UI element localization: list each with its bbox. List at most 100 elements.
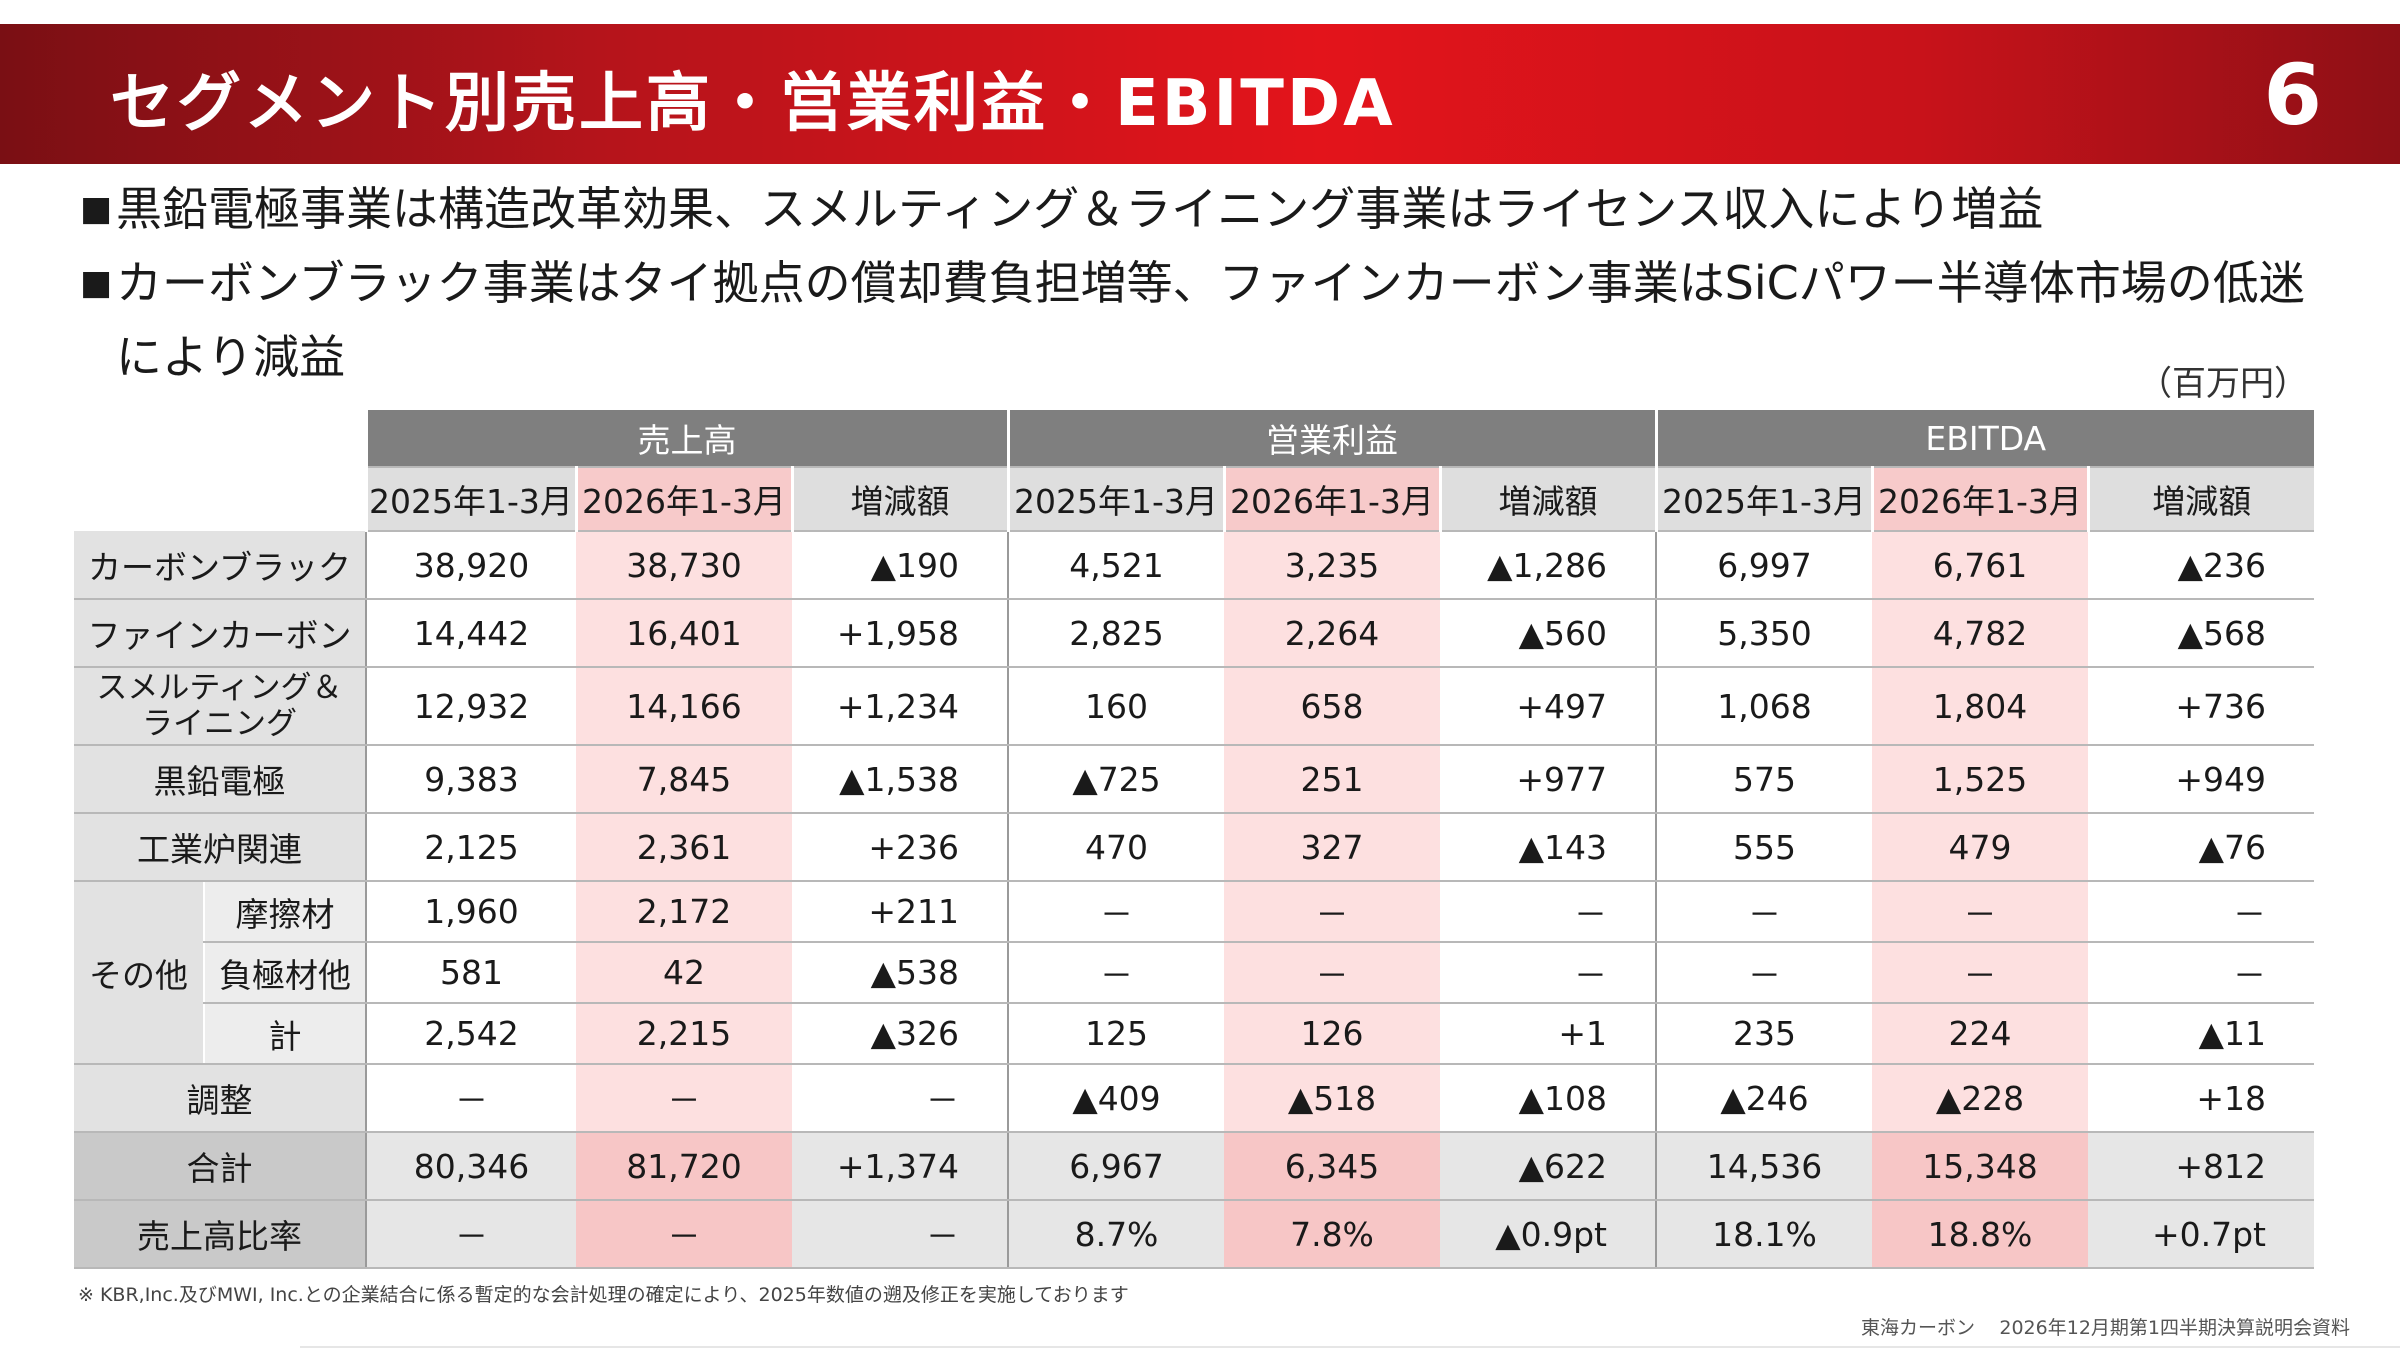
table-cell: 2,215 — [576, 1003, 792, 1065]
table-cell: ▲76 — [2088, 813, 2314, 882]
table-cell: +0.7pt — [2088, 1200, 2314, 1269]
footnote: ※ KBR,Inc.及びMWI, Inc.との企業結合に係る暫定的な会計処理の確… — [78, 1284, 1129, 1306]
table-cell: 2,361 — [576, 813, 792, 882]
table-cell: 14,536 — [1655, 1132, 1872, 1201]
group-header-ebitda: EBITDA — [1654, 410, 2314, 468]
table-cell: 6,997 — [1655, 531, 1872, 600]
subheader-prior: 2025年1-3月 — [1654, 467, 1872, 532]
row-label: カーボンブラック — [74, 531, 366, 600]
table-cell: 555 — [1655, 813, 1872, 882]
table-cell: 470 — [1007, 813, 1224, 882]
subheader-change: 増減額 — [1438, 467, 1656, 532]
table-cell: 1,525 — [1872, 745, 2088, 814]
footer-document-title: 2026年12月期第1四半期決算説明会資料 — [1999, 1317, 2350, 1339]
table-cell: － — [1872, 942, 2088, 1004]
table-cell: 7,845 — [576, 745, 792, 814]
row-label: 調整 — [74, 1064, 366, 1133]
footer-company: 東海カーボン — [1860, 1317, 1975, 1339]
table-row: スメルティング＆ ライニング 12,932 14,166 +1,234 160 … — [74, 667, 2314, 746]
slide-title: セグメント別売上高・営業利益・EBITDA — [110, 67, 1396, 141]
table-cell: ▲1,286 — [1440, 531, 1656, 600]
bullet-item: ■ カーボンブラック事業はタイ拠点の償却費負担増等、ファインカーボン事業はSiC… — [80, 246, 2340, 394]
table-cell: － — [792, 1200, 1008, 1269]
table-cell: ▲143 — [1440, 813, 1656, 882]
table-cell: 38,730 — [576, 531, 792, 600]
table-cell: +812 — [2088, 1132, 2314, 1201]
table-cell: ▲190 — [792, 531, 1008, 600]
table-cell: － — [1007, 942, 1224, 1004]
table-cell: 125 — [1007, 1003, 1224, 1065]
table-cell: 6,967 — [1007, 1132, 1224, 1201]
row-sublabel: 摩擦材 — [203, 881, 366, 943]
table-cell: 581 — [365, 942, 576, 1004]
subheader-change: 増減額 — [790, 467, 1008, 532]
table-cell: 2,264 — [1224, 599, 1440, 668]
subheader-prior: 2025年1-3月 — [1006, 467, 1224, 532]
table-cell: － — [365, 1200, 576, 1269]
table-cell: － — [2088, 942, 2314, 1004]
table-cell: ▲1,538 — [792, 745, 1008, 814]
row-label: スメルティング＆ ライニング — [74, 667, 366, 746]
table-cell: 16,401 — [576, 599, 792, 668]
table-cell: 9,383 — [365, 745, 576, 814]
table-cell: ▲246 — [1655, 1064, 1872, 1133]
table-cell: 235 — [1655, 1003, 1872, 1065]
table-cell: 42 — [576, 942, 792, 1004]
row-group-label-other: その他 — [74, 881, 204, 1065]
row-label: 工業炉関連 — [74, 813, 366, 882]
table-cell: 6,761 — [1872, 531, 2088, 600]
subheader-current: 2026年1-3月 — [574, 467, 792, 532]
corner-blank — [74, 467, 366, 531]
table-cell: +977 — [1440, 745, 1656, 814]
table-cell: 81,720 — [576, 1132, 792, 1201]
table-cell: +1,958 — [792, 599, 1008, 668]
table-cell: 8.7% — [1007, 1200, 1224, 1269]
table-cell: +1,374 — [792, 1132, 1008, 1201]
table-row: 黒鉛電極 9,383 7,845 ▲1,538 ▲725 251 +977 57… — [74, 745, 2314, 814]
table-cell: － — [1224, 881, 1440, 943]
table-cell: － — [1655, 881, 1872, 943]
table-cell: +18 — [2088, 1064, 2314, 1133]
table-cell: 479 — [1872, 813, 2088, 882]
table-cell: ▲228 — [1872, 1064, 2088, 1133]
table-cell: 658 — [1224, 667, 1440, 746]
unit-label: （百万円） — [2138, 364, 2308, 404]
table-cell: ▲409 — [1007, 1064, 1224, 1133]
table-cell: ▲568 — [2088, 599, 2314, 668]
bullet-list: ■ 黒鉛電極事業は構造改革効果、スメルティング＆ライニング事業はライセンス収入に… — [80, 172, 2340, 394]
table-cell: +1,234 — [792, 667, 1008, 746]
square-bullet-icon: ■ — [80, 189, 113, 229]
table-cell: 14,166 — [576, 667, 792, 746]
bullet-text: カーボンブラック事業はタイ拠点の償却費負担増等、ファインカーボン事業はSiCパワ… — [116, 256, 2305, 384]
group-header-sales: 売上高 — [364, 410, 1008, 468]
table-cell: +1 — [1440, 1003, 1656, 1065]
table-cell: 3,235 — [1224, 531, 1440, 600]
table-cell: － — [576, 1064, 792, 1133]
table-cell: 2,542 — [365, 1003, 576, 1065]
table-cell: 2,825 — [1007, 599, 1224, 668]
page-number: 6 — [2263, 46, 2322, 144]
table-cell: ▲0.9pt — [1440, 1200, 1656, 1269]
subheader-current: 2026年1-3月 — [1222, 467, 1440, 532]
table-cell: ▲725 — [1007, 745, 1224, 814]
table-cell: － — [576, 1200, 792, 1269]
table-row: その他 摩擦材 1,960 2,172 +211 － － － － － － — [74, 881, 2314, 1065]
table-cell: － — [2088, 881, 2314, 943]
table-cell: 80,346 — [365, 1132, 576, 1201]
table-cell: ▲108 — [1440, 1064, 1656, 1133]
table-row: カーボンブラック 38,920 38,730 ▲190 4,521 3,235 … — [74, 531, 2314, 600]
table-cell: ▲11 — [2088, 1003, 2314, 1065]
table-cell: ▲560 — [1440, 599, 1656, 668]
table-cell: 1,960 — [365, 881, 576, 943]
table-cell: ▲326 — [792, 1003, 1008, 1065]
table-cell: － — [1007, 881, 1224, 943]
subheader-prior: 2025年1-3月 — [364, 467, 576, 532]
table-cell: 2,172 — [576, 881, 792, 943]
table-cell: － — [1872, 881, 2088, 943]
table-cell: ▲538 — [792, 942, 1008, 1004]
table-cell: 251 — [1224, 745, 1440, 814]
bullet-item: ■ 黒鉛電極事業は構造改革効果、スメルティング＆ライニング事業はライセンス収入に… — [80, 172, 2340, 246]
table-cell: ▲518 — [1224, 1064, 1440, 1133]
corner-blank — [74, 410, 366, 467]
table-cell: 327 — [1224, 813, 1440, 882]
